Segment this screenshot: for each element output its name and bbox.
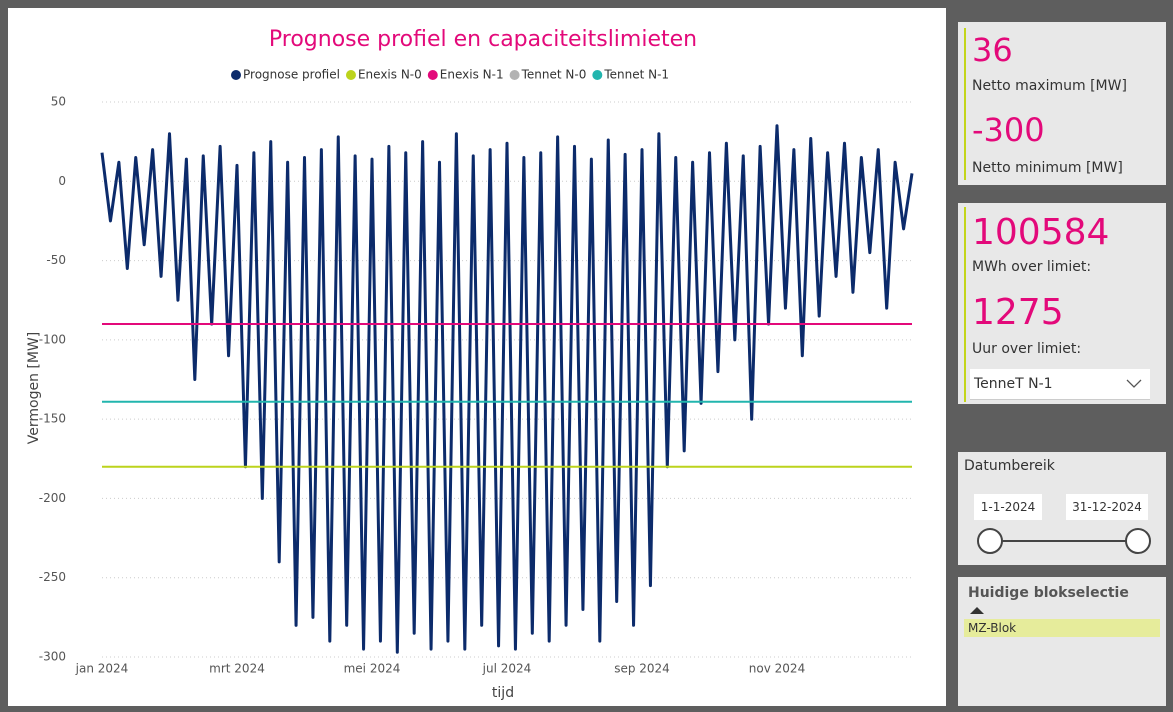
legend-label: Prognose profiel [243,68,340,82]
end-date[interactable]: 31-12-2024 [1066,494,1148,520]
legend-marker [231,70,241,80]
y-tick-label: 0 [58,174,66,188]
y-tick-label: -50 [46,253,66,267]
kpi-value: -300 [972,111,1045,149]
kpi-label: Netto maximum [MW] [972,78,1127,94]
start-date[interactable]: 1-1-2024 [974,494,1042,520]
selection-item[interactable]: MZ-Blok [964,619,1160,637]
date-slicer: Datumbereik 1-1-2024 31-12-2024 [958,452,1166,565]
kpi-card: 100584 MWh over limiet: 1275 Uur over li… [958,203,1166,404]
kpi-label: Uur over limiet: [972,341,1082,357]
kpi-label: MWh over limiet: [972,259,1092,275]
legend-label: Enexis N-1 [440,68,504,82]
kpi-value: 36 [972,31,1013,69]
legend-label: Tennet N-0 [521,68,587,82]
y-tick-label: -100 [39,332,66,346]
dropdown-value: TenneT N-1 [974,376,1053,392]
accent [964,207,966,402]
y-tick-label: -150 [39,412,66,426]
chart: Prognose profiel en capaciteitslimieten … [8,8,946,706]
kpi-label: Netto minimum [MW] [972,160,1123,176]
profile-line [100,124,914,654]
selection-title: Huidige blokselectie [968,585,1129,601]
range-slider[interactable] [958,524,1166,564]
selection-card: Huidige blokselectie MZ-Blok [958,577,1166,706]
kpi-card: 36 Netto maximum [MW] -300 Netto minimum… [958,22,1166,185]
x-tick-label: mei 2024 [344,662,401,676]
accent [964,28,966,180]
x-tick-label: jul 2024 [482,662,532,676]
y-tick-label: 50 [51,95,66,109]
legend-label: Tennet N-1 [603,68,669,82]
y-tick-label: -300 [39,650,66,664]
legend-marker [427,70,438,80]
legend-marker [592,70,603,80]
y-axis-label: Vermogen [MW] [26,332,42,445]
x-tick-label: mrt 2024 [209,662,265,676]
kpi-value: 100584 [972,212,1110,253]
dropdown[interactable]: TenneT N-1 [970,369,1150,400]
legend-marker [345,70,356,80]
x-tick-label: jan 2024 [75,662,129,676]
kpi-value: 1275 [972,292,1064,333]
x-axis-label: tijd [492,685,514,701]
chart-title: Prognose profiel en capaciteitslimieten [269,27,697,52]
slicer-title: Datumbereik [964,458,1055,474]
chevron [1126,379,1142,388]
x-tick-label: sep 2024 [614,662,670,676]
y-tick-label: -250 [39,570,66,584]
x-tick-label: nov 2024 [749,662,805,676]
sort-arrow [970,607,984,614]
y-tick-label: -200 [39,491,66,505]
legend-marker [509,70,520,80]
legend-label: Enexis N-0 [358,68,422,82]
